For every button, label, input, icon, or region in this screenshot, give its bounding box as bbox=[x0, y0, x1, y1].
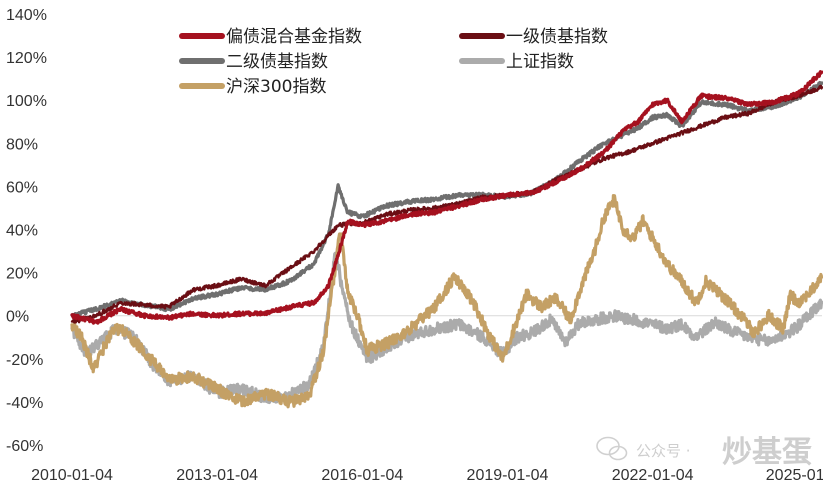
x-tick-label: 2022-01-04 bbox=[612, 467, 694, 484]
wechat-logo-icon bbox=[596, 436, 628, 461]
y-tick-label: 120% bbox=[6, 50, 47, 67]
x-tick-label: 2016-01-04 bbox=[321, 467, 403, 484]
legend-label: 沪深300指数 bbox=[226, 77, 326, 97]
legend-label: 二级债基指数 bbox=[226, 52, 328, 72]
series-line-0 bbox=[70, 70, 823, 325]
x-tick-label: 2010-01-04 bbox=[31, 467, 113, 484]
x-tick-label: 2025-01- bbox=[766, 467, 823, 484]
series-layer bbox=[70, 70, 823, 409]
legend-label: 偏债混合基金指数 bbox=[226, 27, 362, 47]
x-tick-label: 2019-01-04 bbox=[467, 467, 549, 484]
legend-label: 一级债基指数 bbox=[506, 27, 608, 47]
x-tick-label: 2013-01-04 bbox=[176, 467, 258, 484]
series-line-2 bbox=[70, 80, 823, 318]
y-tick-label: 20% bbox=[6, 266, 38, 283]
x-axis: 2010-01-04 2013-01-04 2016-01-04 2019-01-04… bbox=[31, 467, 823, 484]
y-tick-label: 140% bbox=[6, 7, 47, 24]
y-tick-label: 80% bbox=[6, 136, 38, 153]
legend-label: 上证指数 bbox=[506, 52, 574, 72]
y-tick-label: 60% bbox=[6, 179, 38, 196]
y-tick-label: 0% bbox=[6, 309, 29, 326]
watermark-name: 炒基蛋 bbox=[722, 435, 812, 470]
y-tick-label: -60% bbox=[6, 438, 43, 455]
y-tick-label: 100% bbox=[6, 93, 47, 110]
y-axis: -60% -40% -20% 0% 20% 40% 60% 80% 100% 120% 140% bbox=[6, 7, 47, 455]
y-tick-label: -40% bbox=[6, 395, 43, 412]
watermark: 公众号 · 炒基蛋 bbox=[596, 435, 812, 470]
series-line-4 bbox=[70, 194, 823, 409]
y-tick-label: -20% bbox=[6, 352, 43, 369]
y-tick-label: 40% bbox=[6, 223, 38, 240]
watermark-prefix: 公众号 · bbox=[636, 442, 691, 460]
